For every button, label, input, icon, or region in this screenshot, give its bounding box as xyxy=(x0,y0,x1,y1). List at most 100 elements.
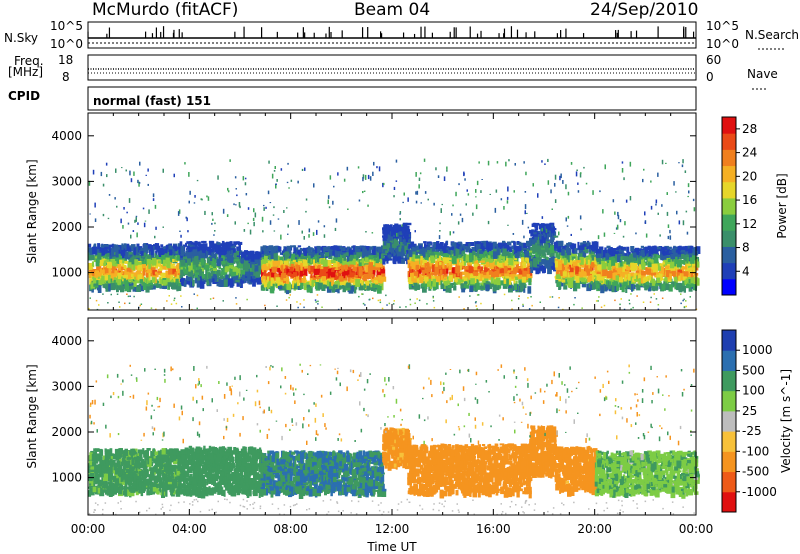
scatter-cell xyxy=(387,254,392,258)
scatter-cell xyxy=(161,265,166,270)
scatter-cell xyxy=(119,246,124,250)
scatter-cell xyxy=(426,246,431,251)
scatter-cell xyxy=(382,258,386,265)
scatter-cell xyxy=(154,253,157,260)
scatter-cell xyxy=(583,246,587,252)
scatter-cell xyxy=(157,283,162,288)
scatter-cell xyxy=(252,217,255,221)
scatter-cell xyxy=(99,260,104,266)
scatter-cell xyxy=(271,272,275,278)
scatter-cell xyxy=(424,283,428,290)
scatter-cell xyxy=(286,276,289,284)
scatter-cell xyxy=(258,251,264,258)
scatter-cell xyxy=(261,216,264,222)
scatter-cell xyxy=(489,258,494,263)
scatter-cell xyxy=(407,197,409,202)
scatter-cell xyxy=(263,270,266,277)
scatter-cell xyxy=(100,278,104,281)
scatter-cell xyxy=(243,261,249,269)
scatter-cell xyxy=(353,254,357,260)
scatter-cell xyxy=(465,269,469,273)
scatter-cell xyxy=(140,251,144,256)
scatter-cell xyxy=(362,177,364,182)
scatter-cell xyxy=(585,277,589,284)
scatter-cell xyxy=(544,248,549,253)
scatter-cell xyxy=(361,251,366,259)
scatter-cell xyxy=(304,279,308,286)
scatter-cell xyxy=(305,198,308,201)
scatter-cell xyxy=(288,265,292,268)
scatter-cell xyxy=(486,271,490,278)
scatter-cell xyxy=(440,253,445,257)
scatter-cell xyxy=(252,279,256,287)
scatter-cell xyxy=(152,198,155,201)
scatter-cell xyxy=(197,266,201,272)
scatter-cell xyxy=(143,268,146,276)
scatter-cell xyxy=(123,207,125,210)
scatter-cell xyxy=(404,232,409,240)
scatter-cell xyxy=(280,168,283,171)
scatter-cell xyxy=(298,220,300,225)
scatter-cell xyxy=(277,256,280,264)
scatter-cell xyxy=(428,278,432,285)
scatter-cell xyxy=(220,267,225,271)
scatter-cell xyxy=(273,206,275,209)
scatter-cell xyxy=(492,244,496,249)
scatter-cell xyxy=(551,262,555,269)
scatter-cell xyxy=(455,265,461,274)
scatter-cell xyxy=(554,199,557,203)
scatter-cell xyxy=(294,255,299,258)
scatter-cell xyxy=(512,262,515,270)
scatter-cell xyxy=(504,260,508,267)
scatter-cell xyxy=(402,258,408,262)
scatter-cell xyxy=(440,283,445,290)
scatter-cell xyxy=(189,246,193,252)
scatter-cell xyxy=(208,263,214,269)
scatter-cell xyxy=(244,277,250,281)
scatter-cell xyxy=(166,249,169,254)
scatter-cell xyxy=(349,279,355,283)
scatter-cell xyxy=(108,283,111,292)
scatter-cell xyxy=(513,242,516,249)
scatter-cell xyxy=(448,264,453,271)
scatter-cell xyxy=(489,251,493,256)
scatter-cell xyxy=(409,284,415,288)
scatter-cell xyxy=(129,170,131,176)
nsky-tick-bottom: 10^0 xyxy=(50,37,83,51)
scatter-cell xyxy=(390,228,394,237)
scatter-cell xyxy=(159,267,163,271)
scatter-cell xyxy=(111,261,117,264)
scatter-cell xyxy=(583,258,586,265)
scatter-cell xyxy=(432,278,436,287)
scatter-cell xyxy=(151,285,156,290)
scatter-cell xyxy=(542,223,548,228)
scatter-cell xyxy=(358,259,362,267)
scatter-cell xyxy=(336,273,341,280)
scatter-cell xyxy=(567,266,570,269)
scatter-cell xyxy=(302,268,308,277)
scatter-cell xyxy=(540,229,543,232)
scatter-cell xyxy=(236,194,238,197)
scatter-cell xyxy=(580,228,582,231)
scatter-cell xyxy=(322,259,328,268)
scatter-cell xyxy=(337,172,339,176)
scatter-cell xyxy=(584,249,589,253)
scatter-cell xyxy=(287,272,292,277)
scatter-cell xyxy=(550,263,553,267)
scatter-cell xyxy=(264,256,268,263)
scatter-cell xyxy=(121,243,124,250)
scatter-cell xyxy=(107,217,110,220)
scatter-cell xyxy=(484,253,490,259)
scatter-cell xyxy=(303,236,305,240)
scatter-cell xyxy=(393,252,396,257)
scatter-cell xyxy=(349,257,354,265)
scatter-cell xyxy=(459,279,464,283)
scatter-cell xyxy=(276,179,278,182)
scatter-cell xyxy=(154,235,156,239)
scatter-cell xyxy=(96,247,100,255)
scatter-cell xyxy=(144,264,150,273)
scatter-cell xyxy=(554,246,557,251)
scatter-cell xyxy=(247,222,249,225)
scatter-cell xyxy=(347,275,351,282)
scatter-cell xyxy=(298,250,301,257)
